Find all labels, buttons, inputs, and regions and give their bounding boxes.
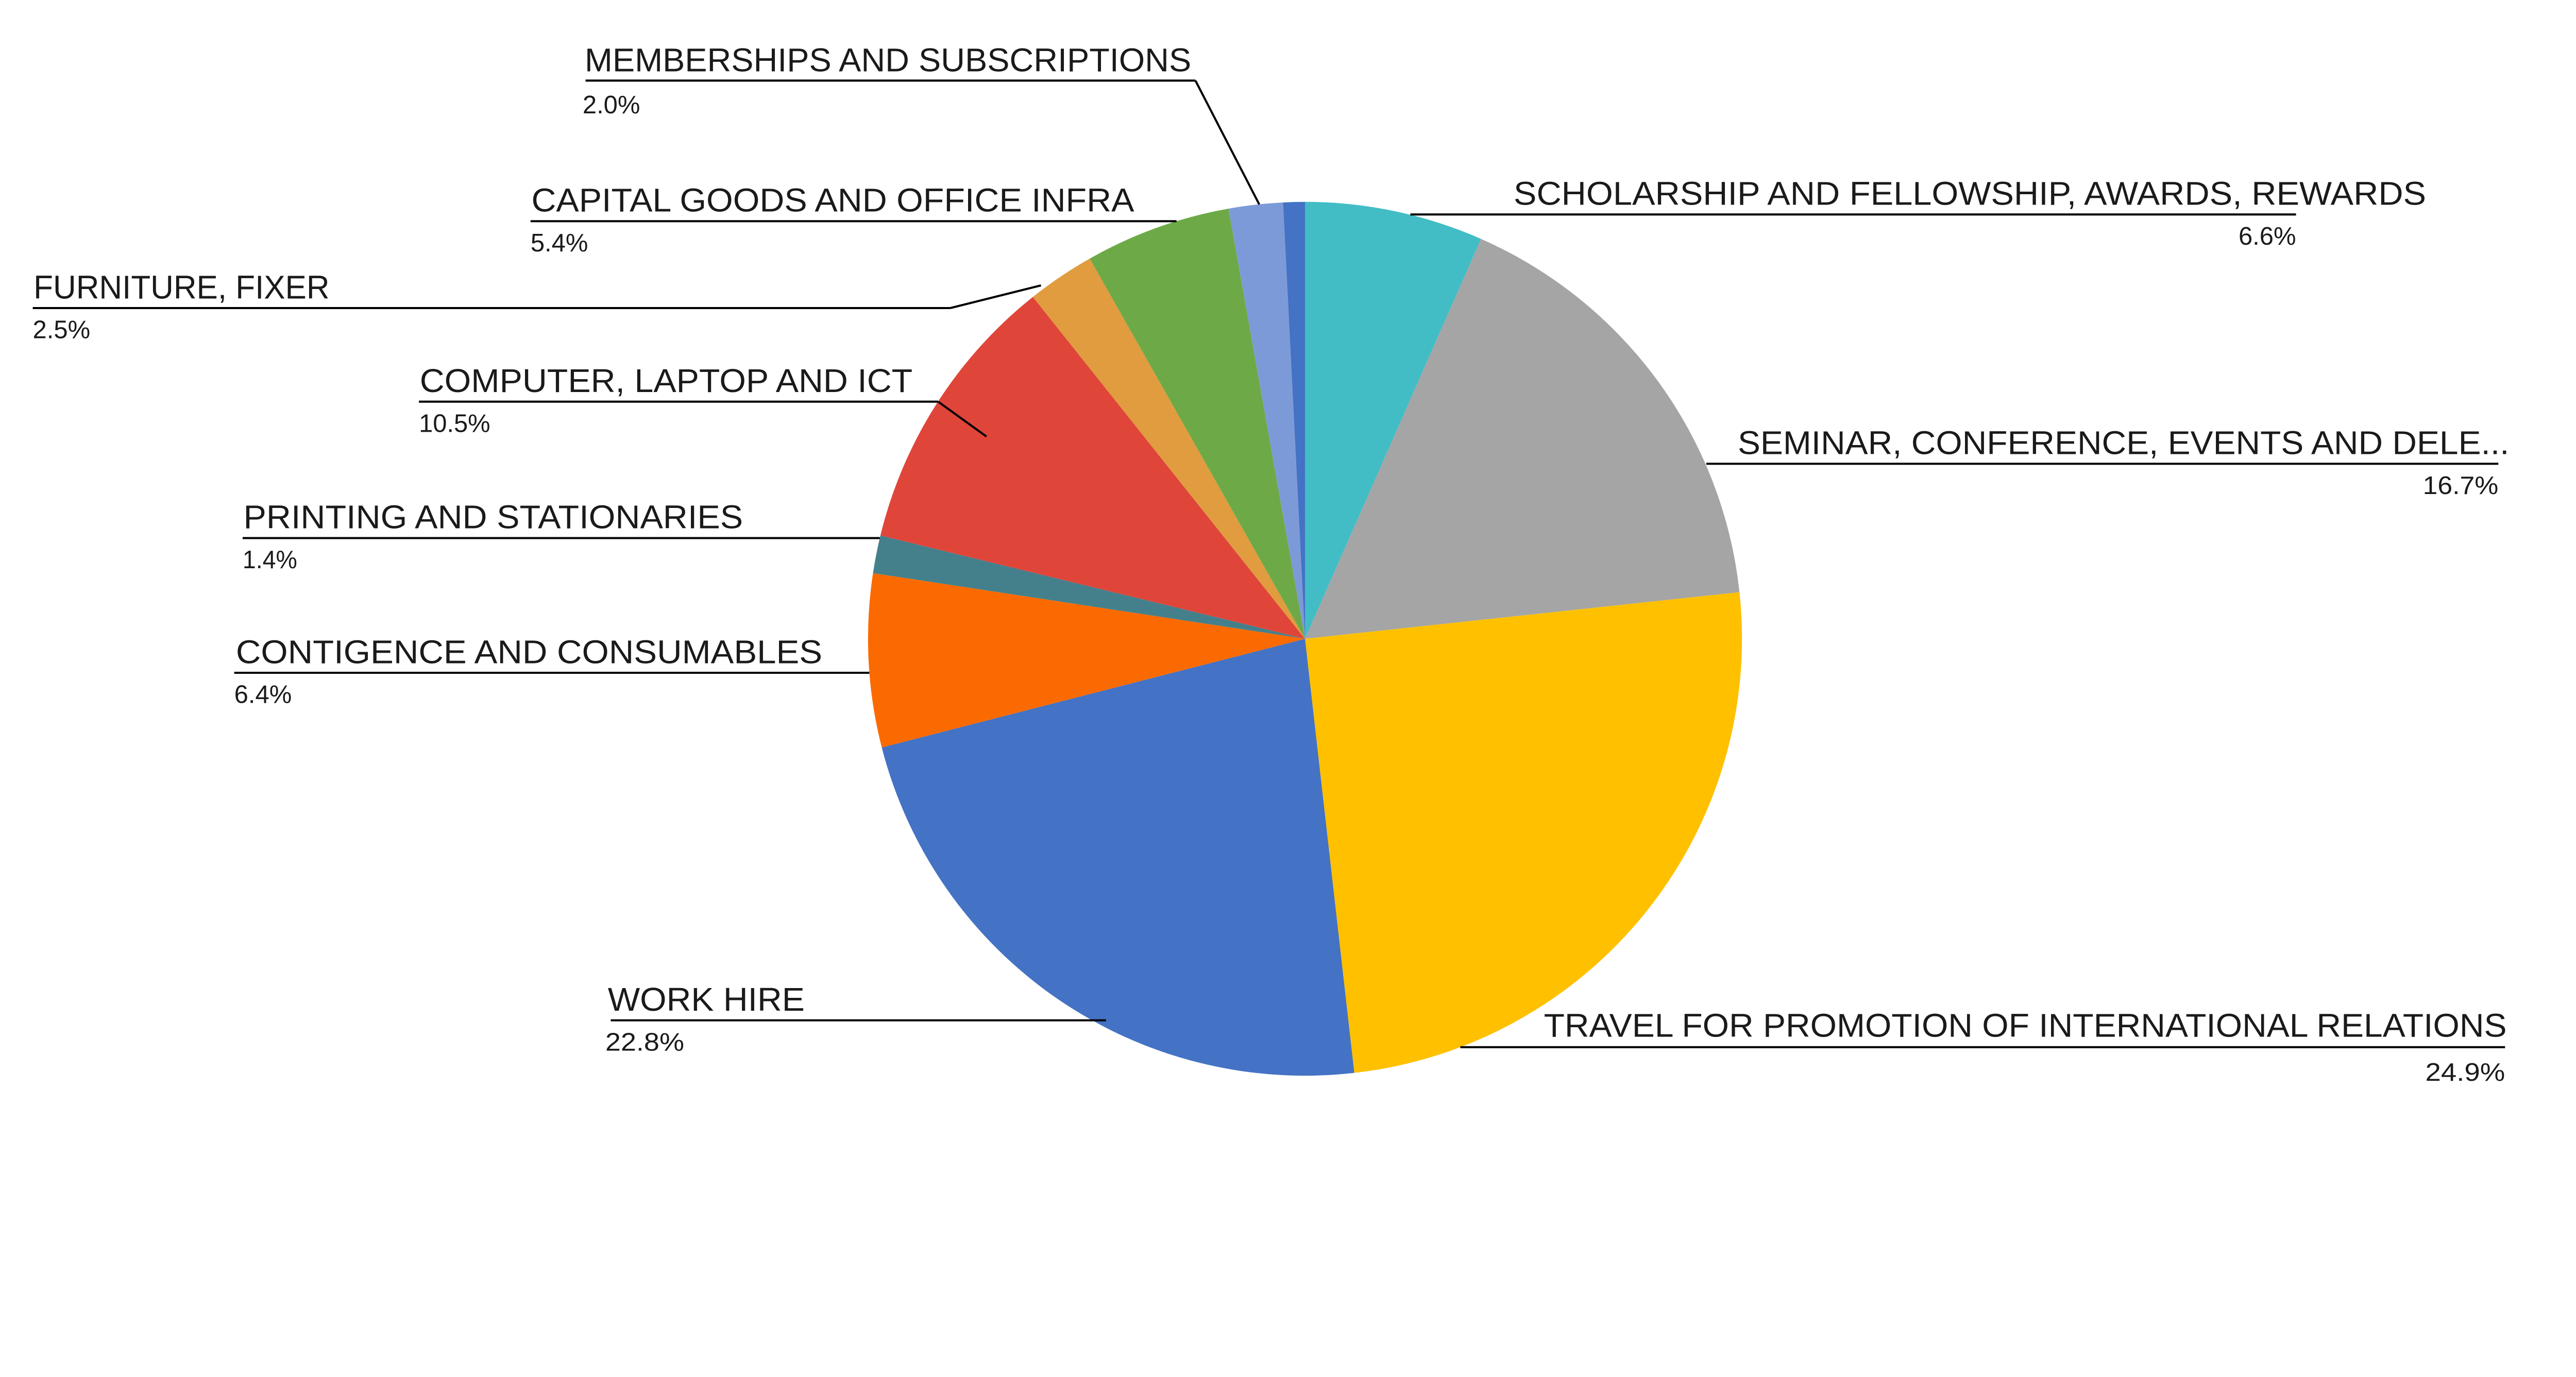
slice-label-contigence: CONTIGENCE AND CONSUMABLES: [236, 634, 822, 670]
label-leader-furniture: [950, 284, 1042, 309]
slice-pct-contigence: 6.4%: [234, 681, 292, 709]
callout-contigence: CONTIGENCE AND CONSUMABLES 6.4%: [234, 634, 870, 709]
slice-pct-work-hire: 22.8%: [605, 1028, 684, 1056]
pie-slice-capital[interactable]: [1090, 209, 1305, 639]
slice-pct-furniture: 2.5%: [33, 316, 91, 344]
pie-callouts-layer: MEMBERSHIPS AND SUBSCRIPTIONS 2.0% CAPITAL…: [33, 42, 2510, 1086]
slice-label-travel: TRAVEL FOR PROMOTION OF INTERNATIONAL RE…: [1544, 1007, 2507, 1044]
slice-label-seminar: SEMINAR, CONFERENCE, EVENTS AND DELE...: [1738, 425, 2509, 462]
slice-pct-scholarship: 6.6%: [2239, 223, 2296, 250]
pie-slice-printing[interactable]: [873, 535, 1305, 639]
pie-slice-seminar[interactable]: [1304, 239, 1740, 639]
callout-memberships: MEMBERSHIPS AND SUBSCRIPTIONS 2.0%: [583, 42, 1261, 205]
slice-label-memberships: MEMBERSHIPS AND SUBSCRIPTIONS: [585, 42, 1191, 79]
slice-pct-seminar: 16.7%: [2423, 472, 2499, 500]
slice-label-furniture: FURNITURE, FIXER: [33, 269, 329, 305]
callout-scholarship: SCHOLARSHIP AND FELLOWSHIP, AWARDS, REWA…: [1410, 176, 2426, 250]
label-leader-computer: [937, 401, 987, 437]
pie-slices-layer: [868, 201, 1742, 1076]
pie-slice-travel[interactable]: [1304, 592, 1742, 1073]
slice-label-computer: COMPUTER, LAPTOP AND ICT: [420, 363, 912, 399]
label-leader-memberships: [1194, 80, 1261, 205]
pie-slice-work-hire[interactable]: [882, 639, 1354, 1076]
pie-chart-figure: MEMBERSHIPS AND SUBSCRIPTIONS 2.0% CAPITAL…: [32, 42, 2510, 1086]
callout-capital: CAPITAL GOODS AND OFFICE INFRA 5.4%: [531, 182, 1177, 257]
callout-printing: PRINTING AND STATIONARIES 1.4%: [242, 499, 880, 574]
pie-slice-scholarship[interactable]: [1304, 201, 1481, 639]
slice-pct-travel: 24.9%: [2426, 1059, 2505, 1086]
slice-label-work-hire: WORK HIRE: [608, 981, 805, 1018]
pie-slice-furniture[interactable]: [1032, 258, 1305, 639]
pie-slice-computer[interactable]: [880, 297, 1305, 639]
slice-pct-memberships: 2.0%: [583, 91, 640, 119]
pie-slice-other[interactable]: [1283, 201, 1305, 639]
callout-travel: TRAVEL FOR PROMOTION OF INTERNATIONAL RE…: [1460, 1007, 2507, 1086]
slice-label-printing: PRINTING AND STATIONARIES: [244, 499, 743, 536]
slice-pct-printing: 1.4%: [243, 546, 297, 574]
callout-seminar: SEMINAR, CONFERENCE, EVENTS AND DELE... 1…: [1706, 425, 2509, 500]
pie-slice-contigence[interactable]: [868, 573, 1305, 747]
slice-pct-capital: 5.4%: [531, 229, 588, 257]
pie-slice-memberships[interactable]: [1228, 202, 1305, 639]
slice-label-capital: CAPITAL GOODS AND OFFICE INFRA: [531, 182, 1134, 219]
slice-pct-computer: 10.5%: [419, 410, 490, 437]
pie-chart-svg: MEMBERSHIPS AND SUBSCRIPTIONS 2.0% CAPITAL…: [32, 42, 2510, 1086]
callout-furniture: FURNITURE, FIXER 2.5%: [33, 269, 1042, 344]
callout-work-hire: WORK HIRE 22.8%: [605, 981, 1106, 1056]
slice-label-scholarship: SCHOLARSHIP AND FELLOWSHIP, AWARDS, REWA…: [1514, 176, 2426, 212]
callout-computer: COMPUTER, LAPTOP AND ICT 10.5%: [419, 363, 987, 437]
